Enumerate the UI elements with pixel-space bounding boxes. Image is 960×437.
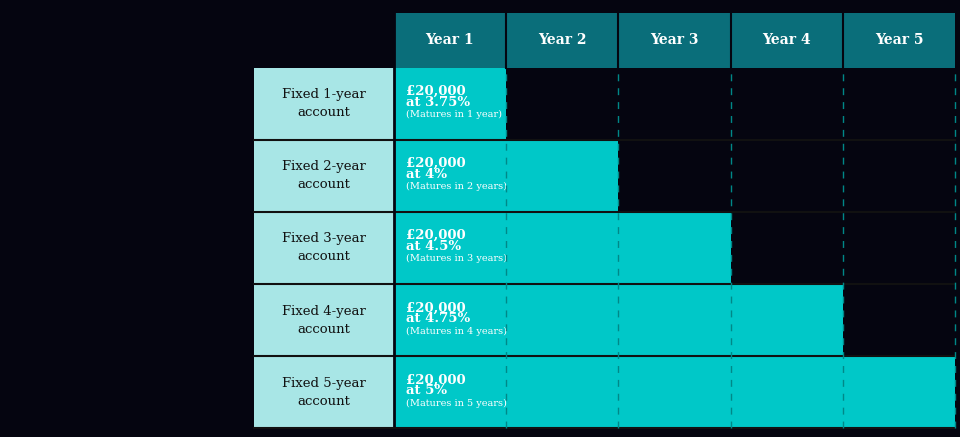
Bar bbox=[254, 356, 394, 428]
Text: Year 5: Year 5 bbox=[875, 33, 924, 48]
Text: at 4%: at 4% bbox=[406, 168, 447, 181]
Bar bbox=[394, 140, 618, 212]
Text: Fixed 5-year
account: Fixed 5-year account bbox=[282, 377, 366, 408]
Text: £20,000: £20,000 bbox=[406, 157, 466, 170]
Bar bbox=[254, 140, 394, 212]
Text: Year 2: Year 2 bbox=[538, 33, 587, 48]
Bar bbox=[254, 68, 394, 140]
Bar bbox=[394, 284, 843, 356]
Bar bbox=[254, 212, 394, 284]
Bar bbox=[843, 13, 955, 68]
Text: Fixed 2-year
account: Fixed 2-year account bbox=[282, 160, 366, 191]
Text: Fixed 4-year
account: Fixed 4-year account bbox=[282, 305, 366, 336]
Bar bbox=[394, 68, 506, 140]
Text: £20,000: £20,000 bbox=[406, 302, 466, 314]
Text: (Matures in 2 years): (Matures in 2 years) bbox=[406, 182, 507, 191]
Bar bbox=[394, 13, 506, 68]
Bar bbox=[394, 356, 955, 428]
Text: Year 4: Year 4 bbox=[762, 33, 811, 48]
Text: £20,000: £20,000 bbox=[406, 374, 466, 386]
Text: Fixed 1-year
account: Fixed 1-year account bbox=[282, 88, 366, 119]
Text: Year 1: Year 1 bbox=[425, 33, 474, 48]
Text: (Matures in 1 year): (Matures in 1 year) bbox=[406, 110, 502, 119]
Text: at 4.5%: at 4.5% bbox=[406, 240, 461, 253]
Bar bbox=[506, 13, 618, 68]
Text: Fixed 3-year
account: Fixed 3-year account bbox=[282, 232, 366, 264]
Bar bbox=[618, 13, 731, 68]
Text: (Matures in 5 years): (Matures in 5 years) bbox=[406, 399, 507, 408]
Text: (Matures in 3 years): (Matures in 3 years) bbox=[406, 254, 507, 264]
Text: £20,000: £20,000 bbox=[406, 229, 466, 242]
Text: at 3.75%: at 3.75% bbox=[406, 96, 470, 109]
Text: at 5%: at 5% bbox=[406, 385, 447, 397]
Bar bbox=[394, 212, 731, 284]
Text: Year 3: Year 3 bbox=[650, 33, 699, 48]
Bar bbox=[731, 13, 843, 68]
Text: at 4.75%: at 4.75% bbox=[406, 312, 470, 325]
Text: (Matures in 4 years): (Matures in 4 years) bbox=[406, 326, 507, 336]
Bar bbox=[254, 284, 394, 356]
Text: £20,000: £20,000 bbox=[406, 85, 466, 98]
